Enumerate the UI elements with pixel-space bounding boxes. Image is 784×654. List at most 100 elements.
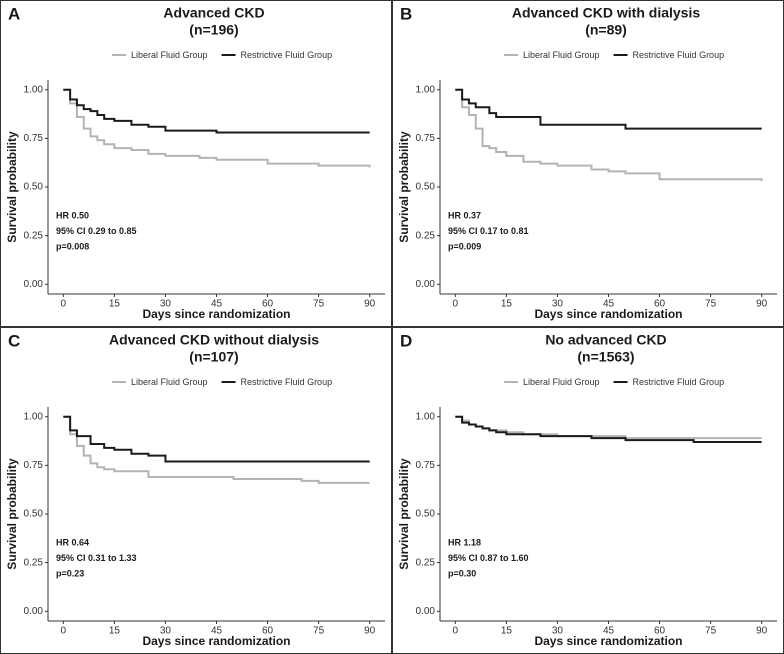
y-tick-label: 0.75 <box>24 460 44 471</box>
y-tick-label: 0.00 <box>24 606 44 617</box>
x-tick-label: 90 <box>756 299 768 310</box>
x-tick-label: 90 <box>364 626 376 637</box>
y-tick-label: 0.75 <box>416 133 436 144</box>
annotation: 95% CI 0.29 to 0.85 <box>56 226 137 236</box>
annotation: p=0.23 <box>56 568 84 578</box>
y-tick-label: 0.50 <box>24 182 44 193</box>
x-tick-label: 45 <box>211 299 223 310</box>
annotation: 95% CI 0.87 to 1.60 <box>448 553 529 563</box>
panel: B Advanced CKD with dialysis(n=89) Liberal… <box>392 0 784 327</box>
survival-curve <box>63 415 370 484</box>
x-tick-label: 75 <box>705 626 717 637</box>
x-tick-label: 15 <box>109 626 121 637</box>
legend-label: Restrictive Fluid Group <box>241 377 333 387</box>
y-tick-label: 0.25 <box>24 230 44 241</box>
x-tick-label: 45 <box>603 626 615 637</box>
chart-title: Advanced CKD with dialysis <box>512 5 700 21</box>
chart-subtitle: (n=89) <box>585 22 627 38</box>
annotation: 95% CI 0.31 to 1.33 <box>56 553 137 563</box>
y-tick-label: 1.00 <box>24 84 44 95</box>
x-tick-label: 75 <box>313 626 325 637</box>
annotation: HR 0.64 <box>56 537 89 547</box>
x-tick-label: 0 <box>453 299 459 310</box>
x-tick-label: 30 <box>552 626 564 637</box>
x-tick-label: 75 <box>313 299 325 310</box>
x-tick-label: 15 <box>501 299 513 310</box>
y-tick-label: 0.75 <box>24 133 44 144</box>
legend-label: Liberal Fluid Group <box>131 377 208 387</box>
survival-curve <box>455 415 762 440</box>
y-tick-label: 0.00 <box>416 606 436 617</box>
annotation: 95% CI 0.17 to 0.81 <box>448 226 529 236</box>
x-axis-title: Days since randomization <box>142 634 290 648</box>
legend-label: Liberal Fluid Group <box>523 50 600 60</box>
x-tick-label: 0 <box>61 626 67 637</box>
annotation: p=0.009 <box>448 241 481 251</box>
x-tick-label: 90 <box>756 626 768 637</box>
y-tick-label: 0.00 <box>24 279 44 290</box>
chart-subtitle: (n=107) <box>189 349 238 365</box>
x-tick-label: 45 <box>603 299 615 310</box>
annotation: HR 1.18 <box>448 537 481 547</box>
x-tick-label: 60 <box>654 299 666 310</box>
legend-label: Restrictive Fluid Group <box>633 377 725 387</box>
chart-title: No advanced CKD <box>545 332 666 348</box>
survival-curve <box>455 88 762 130</box>
x-tick-label: 0 <box>61 299 67 310</box>
chart-subtitle: (n=1563) <box>577 349 634 365</box>
x-tick-label: 30 <box>160 626 172 637</box>
y-tick-label: 0.50 <box>416 509 436 520</box>
chart-title: Advanced CKD without dialysis <box>109 332 319 348</box>
y-tick-label: 0.25 <box>24 557 44 568</box>
x-tick-label: 60 <box>262 626 274 637</box>
survival-curve <box>455 88 763 182</box>
survival-curve <box>63 88 371 168</box>
panel: A Advanced CKD(n=196) Liberal Fluid Group R… <box>0 0 392 327</box>
annotation: p=0.008 <box>56 241 89 251</box>
legend-label: Liberal Fluid Group <box>131 50 208 60</box>
x-tick-label: 45 <box>211 626 223 637</box>
survival-curve <box>63 415 370 463</box>
x-tick-label: 0 <box>453 626 459 637</box>
y-tick-label: 0.50 <box>416 182 436 193</box>
annotation: HR 0.37 <box>448 210 481 220</box>
x-tick-label: 60 <box>262 299 274 310</box>
legend-label: Restrictive Fluid Group <box>633 50 725 60</box>
x-tick-label: 90 <box>364 299 376 310</box>
survival-curve <box>455 415 762 444</box>
panel-border <box>0 0 392 327</box>
y-axis-title: Survival probability <box>397 131 411 243</box>
y-tick-label: 1.00 <box>24 411 44 422</box>
panel-label: C <box>8 331 20 350</box>
x-tick-label: 30 <box>160 299 172 310</box>
annotation: HR 0.50 <box>56 210 89 220</box>
y-axis-title: Survival probability <box>5 458 19 570</box>
y-tick-label: 0.25 <box>416 557 436 568</box>
y-tick-label: 0.50 <box>24 509 44 520</box>
y-tick-label: 0.25 <box>416 230 436 241</box>
x-tick-label: 75 <box>705 299 717 310</box>
annotation: p=0.30 <box>448 568 476 578</box>
y-tick-label: 0.75 <box>416 460 436 471</box>
panel-label: B <box>400 4 412 23</box>
chart-title: Advanced CKD <box>163 5 264 21</box>
x-tick-label: 15 <box>109 299 121 310</box>
x-tick-label: 60 <box>654 626 666 637</box>
x-axis-title: Days since randomization <box>142 307 290 321</box>
y-tick-label: 1.00 <box>416 84 436 95</box>
legend-label: Liberal Fluid Group <box>523 377 600 387</box>
y-axis-title: Survival probability <box>397 458 411 570</box>
chart-subtitle: (n=196) <box>189 22 238 38</box>
survival-curve <box>63 88 370 134</box>
panel: D No advanced CKD(n=1563) Liberal Fluid Gr… <box>392 327 784 654</box>
x-axis-title: Days since randomization <box>534 307 682 321</box>
y-tick-label: 0.00 <box>416 279 436 290</box>
x-tick-label: 30 <box>552 299 564 310</box>
x-axis-title: Days since randomization <box>534 634 682 648</box>
legend-label: Restrictive Fluid Group <box>241 50 333 60</box>
panel: C Advanced CKD without dialysis(n=107) Lib… <box>0 327 392 654</box>
y-axis-title: Survival probability <box>5 131 19 243</box>
y-tick-label: 1.00 <box>416 411 436 422</box>
panel-label: D <box>400 331 412 350</box>
